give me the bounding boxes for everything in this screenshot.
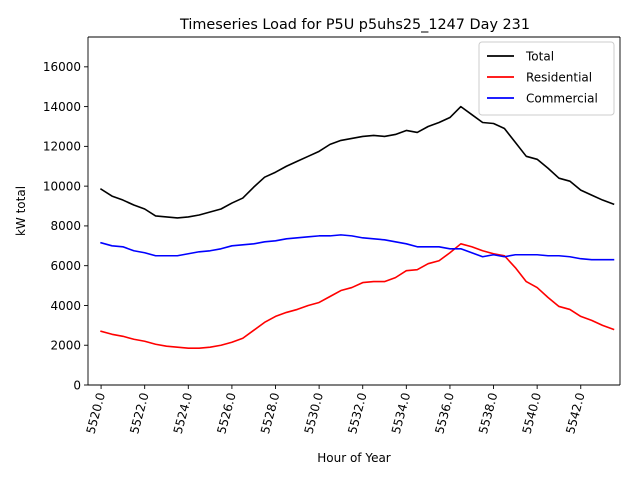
- y-axis: 0 2000 4000 6000 8000 10000 12000 14000 16000: [43, 60, 88, 392]
- legend-frame: [478, 41, 615, 116]
- legend-label-total: Total: [525, 50, 554, 64]
- x-tick-label: 5542.0: [563, 391, 587, 435]
- legend-label-commercial: Commercial: [526, 92, 598, 106]
- y-tick-label: 2000: [50, 339, 81, 353]
- series-line-total: [99, 105, 615, 219]
- x-tick-label: 5522.0: [127, 391, 151, 435]
- x-tick-label: 5538.0: [476, 391, 500, 435]
- series-layer: [99, 105, 615, 350]
- y-tick-label: 6000: [50, 259, 81, 273]
- x-tick-label: 5536.0: [432, 391, 456, 435]
- x-tick-label: 5530.0: [302, 391, 326, 435]
- x-tick-label: 5526.0: [214, 391, 238, 435]
- x-tick-label: 5534.0: [389, 391, 413, 435]
- chart-title: Timeseries Load for P5U p5uhs25_1247 Day…: [179, 17, 530, 33]
- y-tick-label: 10000: [43, 179, 81, 193]
- y-tick-label: 12000: [43, 140, 81, 154]
- plot-spines: [87, 36, 621, 386]
- x-tick-label: 5532.0: [345, 391, 369, 435]
- legend-label-residential: Residential: [526, 71, 592, 85]
- y-tick-label: 8000: [50, 219, 81, 233]
- series-line-commercial: [100, 234, 615, 261]
- series-line-residential: [100, 243, 615, 350]
- x-axis: 5520.0 5522.0 5524.0 5526.0 5528.0 5530.0 5532…: [84, 385, 588, 435]
- legend: Total Residential Commercial: [478, 41, 615, 116]
- x-tick-label: 5520.0: [84, 391, 108, 435]
- y-tick-label: 16000: [43, 60, 81, 74]
- x-tick-label: 5524.0: [171, 391, 195, 435]
- y-axis-label: kW total: [14, 186, 28, 236]
- y-tick-label: 14000: [43, 100, 81, 114]
- y-tick-label: 4000: [50, 299, 81, 313]
- legend-entries: Total Residential Commercial: [487, 50, 598, 106]
- x-tick-label: 5528.0: [258, 391, 282, 435]
- x-axis-label: Hour of Year: [317, 451, 391, 465]
- x-tick-label: 5540.0: [520, 391, 544, 435]
- y-tick-label: 0: [73, 378, 81, 392]
